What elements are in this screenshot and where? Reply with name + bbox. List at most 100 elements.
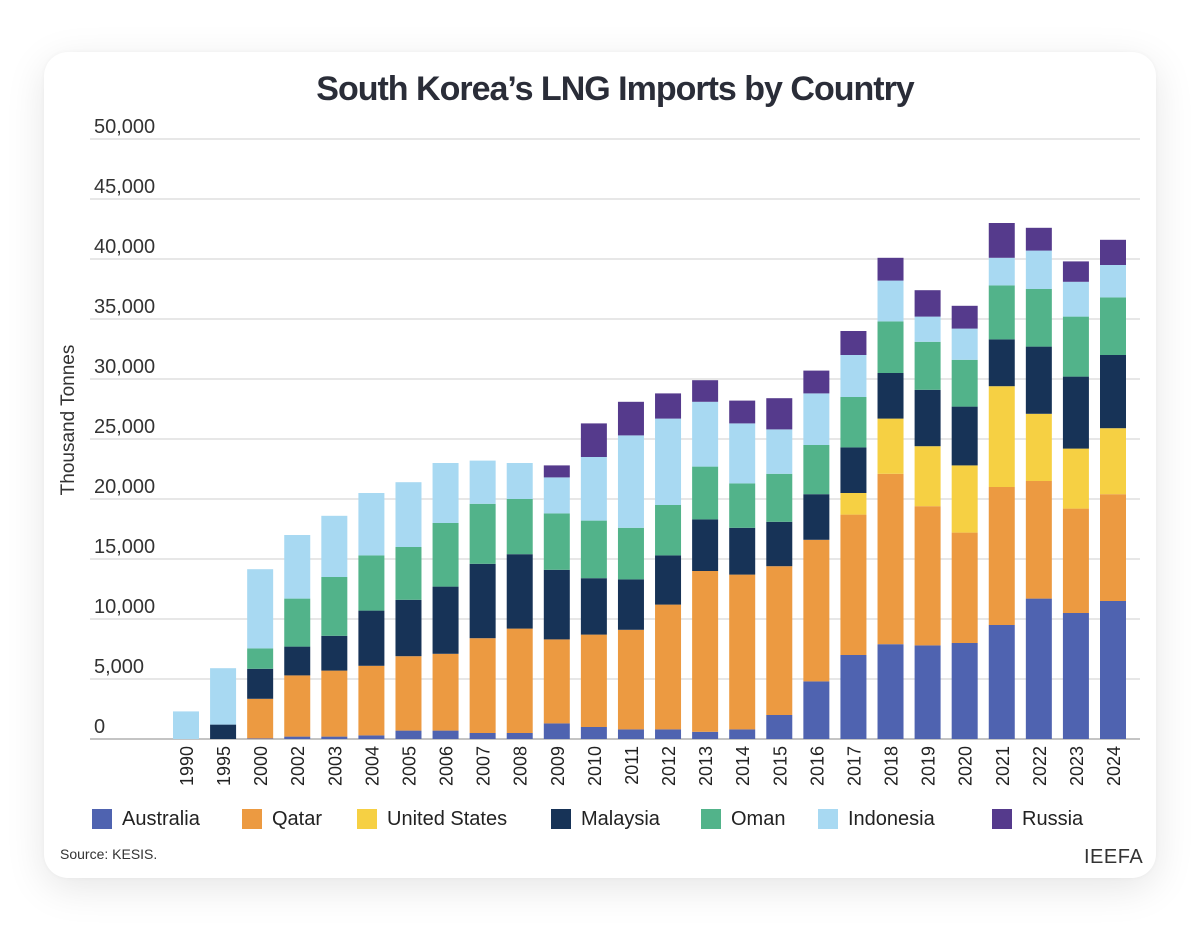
bar-segment-qatar (432, 653, 459, 731)
bar-segment-russia (617, 401, 644, 436)
legend-label: Oman (731, 808, 786, 830)
bar-segment-qatar (877, 473, 904, 645)
bar-segment-malaysia (210, 724, 237, 739)
bar-segment-australia (432, 730, 459, 739)
x-tick-label: 2009 (548, 746, 568, 786)
bar-segment-malaysia (543, 569, 570, 640)
bar-segment-malaysia (655, 555, 682, 605)
bar-segment-qatar (580, 634, 607, 727)
bar-segment-russia (988, 223, 1015, 258)
bar-segment-oman (580, 520, 607, 579)
x-tick-label: 2008 (511, 746, 531, 786)
brand-logo: IEEFA (1084, 846, 1144, 868)
x-tick-label: 2003 (325, 746, 345, 786)
bar-segment-united-states (951, 465, 978, 533)
bar-segment-australia (1025, 598, 1052, 739)
bar-segment-qatar (729, 574, 756, 730)
x-tick-label: 2000 (251, 746, 271, 786)
bar-segment-indonesia (988, 257, 1015, 286)
bar-segment-qatar (1062, 508, 1089, 613)
bar-segment-qatar (395, 656, 422, 731)
bar-segment-indonesia (729, 423, 756, 484)
bar-segment-australia (1062, 613, 1089, 739)
bar-segment-australia (358, 735, 385, 739)
bar-segment-qatar (469, 638, 496, 733)
bar-segment-indonesia (1025, 250, 1052, 289)
bar-segment-united-states (1025, 413, 1052, 481)
bar-segment-united-states (914, 446, 941, 507)
bar-segment-malaysia (803, 494, 830, 540)
x-tick-label: 2005 (399, 746, 419, 786)
bar-segment-russia (803, 370, 830, 394)
bar-segment-indonesia (580, 457, 607, 521)
bar-segment-oman (840, 397, 867, 448)
bar-segment-russia (692, 380, 719, 402)
bar-segment-australia (395, 730, 422, 739)
bar-segment-oman (358, 555, 385, 611)
x-tick-label: 2011 (622, 746, 642, 785)
bar-segment-australia (506, 733, 533, 739)
bar-segment-russia (1062, 261, 1089, 282)
x-tick-label: 2015 (770, 746, 790, 786)
y-tick-label: 40,000 (94, 236, 155, 258)
legend-swatch (92, 809, 112, 829)
bar-segment-australia (877, 644, 904, 739)
bar-segment-oman (506, 499, 533, 555)
x-tick-label: 2007 (474, 746, 494, 786)
bar-segment-oman (1062, 316, 1089, 377)
bar-segment-oman (432, 523, 459, 587)
bar-segment-australia (803, 681, 830, 739)
legend-swatch (701, 809, 721, 829)
bar-segment-indonesia (1100, 265, 1126, 298)
legend-label: Qatar (272, 808, 323, 830)
bar-segment-australia (1100, 601, 1126, 739)
bar-segment-russia (766, 398, 793, 430)
bar-segment-united-states (1100, 428, 1126, 495)
y-tick-label: 0 (94, 716, 105, 738)
bar-segment-oman (766, 473, 793, 522)
bar-segment-indonesia (803, 393, 830, 445)
bar-segment-qatar (506, 628, 533, 733)
bar-segment-indonesia (617, 435, 644, 528)
bar-segment-indonesia (543, 477, 570, 514)
bar-segment-malaysia (877, 373, 904, 419)
x-tick-label: 2006 (437, 746, 457, 786)
bar-segment-oman (395, 547, 422, 600)
bar-segment-oman (951, 359, 978, 407)
bar-segment-australia (729, 729, 756, 739)
bar-segment-indonesia (506, 463, 533, 499)
bar-segment-malaysia (358, 610, 385, 666)
bar-segment-qatar (951, 532, 978, 643)
y-tick-label: 5,000 (94, 656, 144, 678)
x-tick-label: 2002 (288, 746, 308, 786)
bar-segment-australia (617, 729, 644, 739)
bar-segment-oman (284, 598, 311, 647)
bar-segment-malaysia (951, 406, 978, 466)
bar-segment-indonesia (951, 328, 978, 360)
bar-segment-malaysia (988, 339, 1015, 387)
bar-segment-oman (1100, 297, 1126, 355)
bar-segment-australia (543, 723, 570, 739)
bar-segment-malaysia (284, 646, 311, 676)
legend-label: United States (387, 808, 508, 830)
bar-segment-australia (914, 645, 941, 739)
bar-segment-indonesia (766, 429, 793, 474)
x-tick-label: 2023 (1067, 746, 1087, 786)
bar-segment-oman (655, 505, 682, 556)
bar-segment-indonesia (321, 515, 348, 577)
bar-segment-qatar (358, 665, 385, 736)
bar-segment-australia (840, 655, 867, 739)
bar-segment-oman (469, 503, 496, 564)
bar-segment-qatar (617, 629, 644, 730)
x-tick-label: 2020 (956, 746, 976, 786)
x-tick-label: 2014 (733, 746, 753, 786)
bar-segment-malaysia (321, 635, 348, 671)
x-tick-label: 2021 (993, 746, 1013, 786)
bar-segment-indonesia (247, 569, 274, 649)
x-tick-label: 2022 (1030, 746, 1050, 786)
bar-segment-indonesia (914, 316, 941, 342)
legend-label: Malaysia (581, 808, 660, 830)
x-tick-label: 1990 (177, 746, 197, 786)
bar-segment-qatar (840, 514, 867, 655)
